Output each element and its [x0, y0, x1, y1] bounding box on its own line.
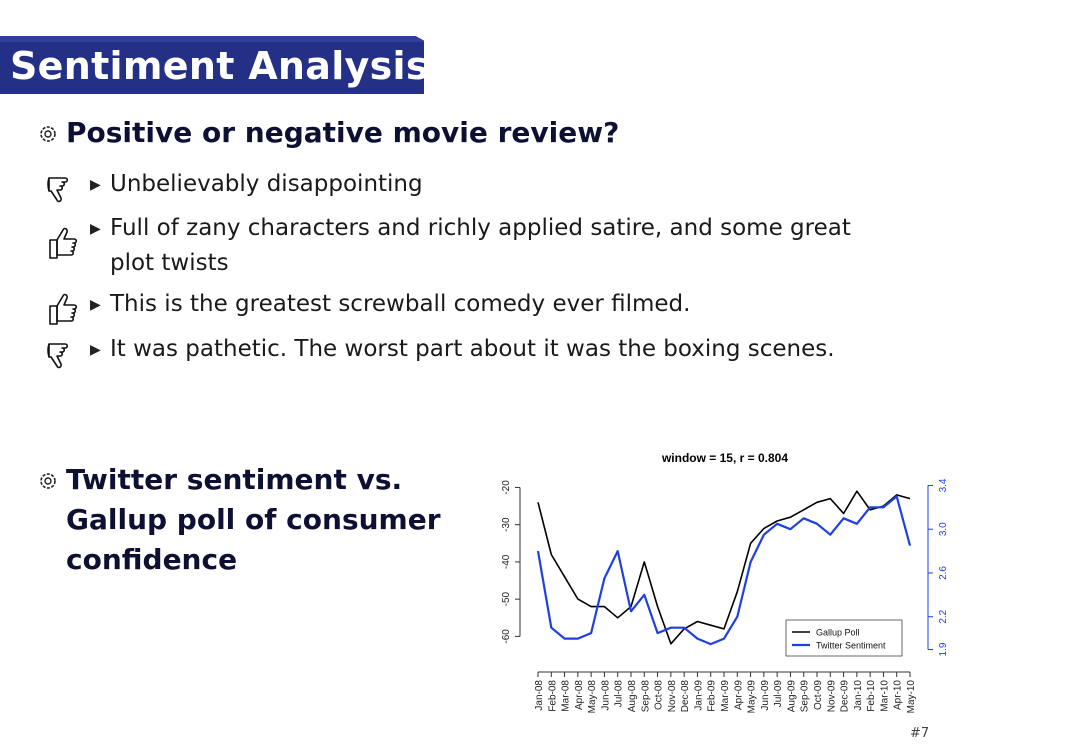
section2-heading-line1: Twitter sentiment vs.: [66, 463, 403, 496]
section2-heading-line3: confidence: [66, 543, 238, 576]
y-right-tick-label: 2.6: [938, 566, 949, 580]
y-right-tick-label: 3.0: [938, 522, 949, 536]
legend-label: Twitter Sentiment: [816, 641, 886, 651]
twitter-sentiment-line: [536, 495, 912, 646]
x-tick-label: Nov-08: [667, 680, 678, 713]
x-tick-label: Sep-09: [800, 680, 811, 713]
x-tick-label: Feb-10: [866, 680, 877, 712]
x-tick-label: Oct-08: [654, 680, 665, 710]
x-tick-label: Nov-09: [826, 680, 837, 713]
review-item-4: ▶ It was pathetic. The worst part about i…: [90, 336, 835, 362]
review-item-3: ▶ This is the greatest screwball comedy e…: [90, 291, 691, 317]
x-tick-label: Apr-09: [733, 680, 744, 710]
review-item-2: ▶ Full of zany characters and richly appl…: [90, 215, 851, 276]
bullet-gear-icon: [40, 473, 56, 489]
thumbs-down-icon: [47, 177, 69, 203]
x-tick-label: Jun-08: [600, 680, 611, 711]
x-tick-label: Jun-09: [760, 680, 771, 711]
x-tick-label: Sep-08: [640, 680, 651, 713]
legend-box: [785, 619, 903, 657]
x-tick-label: Apr-10: [893, 680, 904, 710]
x-tick-label: Jan-10: [853, 680, 864, 711]
x-tick-label: Oct-09: [813, 680, 824, 710]
x-tick-label: May-10: [906, 680, 917, 714]
x-tick-label: Jul-09: [773, 680, 784, 708]
x-tick-label: Mar-09: [720, 680, 731, 712]
x-tick-label: Dec-08: [680, 680, 691, 713]
chart-title: window = 15, r = 0.804: [661, 451, 788, 465]
bullet-gear-icon: [40, 126, 56, 142]
y-left-tick-label: -40: [501, 554, 512, 569]
section2-heading-line2: Gallup poll of consumer: [66, 503, 441, 536]
x-tick-label: Feb-08: [547, 680, 558, 712]
review-text: Full of zany characters and richly appli…: [110, 215, 851, 241]
x-tick-label: Mar-10: [879, 680, 890, 712]
slide-title: Sentiment Analysis: [10, 44, 429, 88]
thumbs-up-icon: [49, 227, 78, 259]
gallup-poll-line: [537, 490, 911, 645]
x-tick-label: Dec-09: [840, 680, 851, 713]
x-tick-label: Apr-08: [574, 680, 585, 710]
y-right-tick-label: 2.2: [938, 609, 949, 623]
section1-heading: Positive or negative movie review?: [66, 116, 620, 149]
x-tick-label: May-09: [747, 680, 758, 714]
thumbs-up-icon: [49, 293, 78, 325]
review-text: This is the greatest screwball comedy ev…: [110, 291, 691, 317]
y-left-tick-label: -20: [501, 480, 512, 495]
x-tick-label: Aug-09: [786, 680, 797, 713]
thumbs-down-icon: [47, 343, 69, 369]
y-left-tick-label: -50: [501, 591, 512, 606]
x-tick-label: Feb-09: [707, 680, 718, 712]
sentiment-chart: window = 15, r = 0.804 Jan-08 Feb-08 Mar-0…: [501, 451, 949, 714]
x-tick-label: May-08: [587, 680, 598, 714]
y-left-tick-label: -30: [501, 517, 512, 532]
y-right-tick-label: 1.9: [938, 642, 949, 656]
x-tick-label: Aug-08: [627, 680, 638, 713]
review-text-continued: plot twists: [110, 250, 229, 276]
review-text: It was pathetic. The worst part about it…: [110, 336, 835, 362]
title-bar: [0, 36, 424, 94]
page-number: #7: [910, 726, 930, 741]
legend-label: Gallup Poll: [816, 628, 860, 638]
x-tick-label: Jan-08: [534, 680, 545, 711]
x-tick-label: Jul-08: [614, 680, 625, 708]
y-left-tick-label: -60: [501, 629, 512, 644]
x-tick-label: Mar-08: [561, 680, 572, 712]
x-tick-label: Jan-09: [693, 680, 704, 711]
review-item-1: ▶ Unbelievably disappointing: [90, 171, 423, 197]
review-text: Unbelievably disappointing: [110, 171, 423, 197]
y-right-tick-label: 3.4: [938, 478, 949, 492]
